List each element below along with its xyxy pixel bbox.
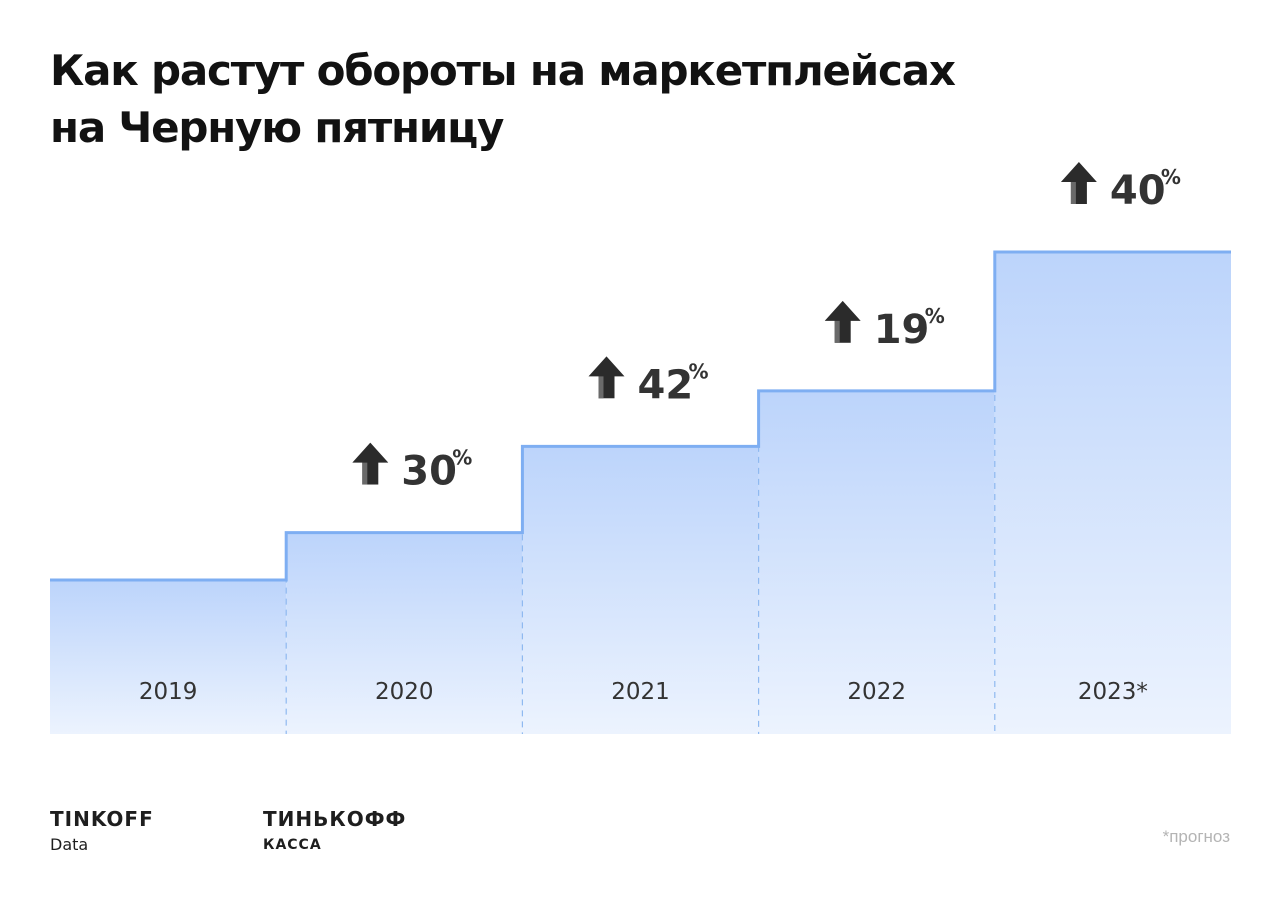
growth-value: 30 bbox=[401, 449, 457, 495]
tinkoff-data-logo-sub: Data bbox=[50, 835, 89, 854]
growth-label: 42% bbox=[588, 356, 709, 408]
arrow-up-icon bbox=[352, 442, 389, 485]
arrow-up-icon bbox=[1060, 162, 1097, 204]
growth-labels: 30%42%19%40% bbox=[352, 162, 1181, 495]
tinkoff-kassa-logo-sub: КАССА bbox=[263, 837, 322, 853]
tinkoff-kassa-logo: ТИНЬКОФФ КАССА bbox=[263, 808, 406, 855]
growth-value: 19 bbox=[874, 307, 930, 353]
chart-areas bbox=[50, 252, 1231, 734]
year-labels: 2019 2020 2021 2022 2023* bbox=[139, 679, 1148, 705]
growth-unit: % bbox=[1161, 165, 1181, 189]
arrow-up-icon bbox=[588, 356, 625, 399]
growth-label: 19% bbox=[824, 300, 945, 353]
growth-value: 40 bbox=[1110, 168, 1166, 214]
chart-title: Как растут обороты на маркетплейсах на Ч… bbox=[50, 42, 1050, 156]
year-label: 2022 bbox=[847, 679, 906, 705]
growth-unit: % bbox=[452, 446, 472, 470]
growth-unit: % bbox=[925, 304, 945, 328]
tinkoff-data-logo-main: TINKOFF bbox=[50, 807, 154, 831]
tinkoff-kassa-logo-main: ТИНЬКОФФ bbox=[263, 807, 407, 831]
step-bar-2023 bbox=[994, 252, 1231, 734]
step-bar-2019 bbox=[50, 580, 287, 734]
step-bar-2021 bbox=[522, 446, 759, 734]
growth-unit: % bbox=[689, 359, 709, 383]
chart-title-line-1: Как растут обороты на маркетплейсах bbox=[50, 46, 956, 95]
chart-title-line-2: на Черную пятницу bbox=[50, 103, 504, 152]
step-line bbox=[50, 250, 1231, 582]
year-label: 2023* bbox=[1078, 679, 1148, 705]
step-bar-2022 bbox=[758, 390, 995, 734]
growth-label: 40% bbox=[1060, 162, 1181, 214]
arrow-up-icon bbox=[824, 300, 861, 343]
growth-label: 30% bbox=[352, 442, 472, 495]
year-label: 2021 bbox=[611, 679, 670, 705]
step-bar-2020 bbox=[286, 532, 523, 734]
tinkoff-data-logo: TINKOFF Data bbox=[50, 808, 154, 855]
growth-value: 42 bbox=[638, 362, 694, 408]
year-label: 2019 bbox=[139, 679, 198, 705]
footnote: *прогноз bbox=[1162, 827, 1230, 846]
year-label: 2020 bbox=[375, 679, 434, 705]
